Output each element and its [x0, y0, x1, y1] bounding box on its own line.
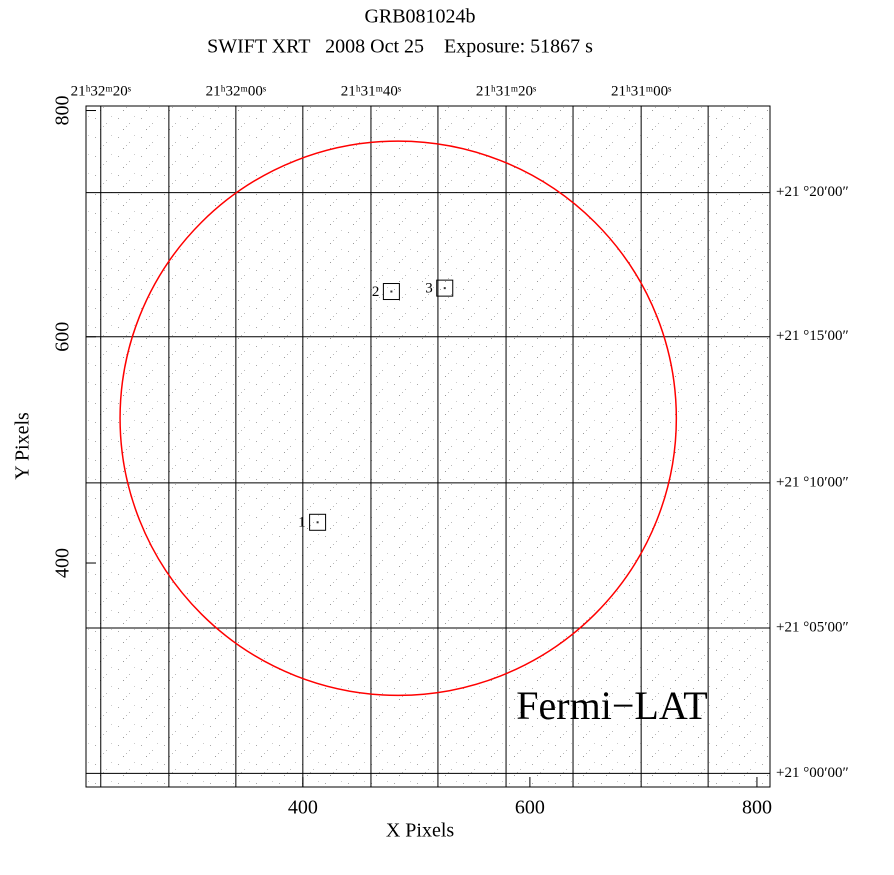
y-tick-label: 800	[52, 96, 74, 126]
ra-label: 21ʰ31ᵐ40ˢ	[341, 83, 401, 99]
dec-label: +21 °20ʹ00ʺ	[776, 184, 848, 200]
region-label: Fermi−LAT	[516, 683, 707, 728]
x-tick-label: 400	[288, 797, 318, 819]
dec-label: +21 °00ʹ00ʺ	[776, 765, 848, 781]
x-axis-label: X Pixels	[386, 820, 455, 842]
ra-label: 21ʰ31ᵐ00ˢ	[611, 83, 671, 99]
chart-title: GRB081024b	[364, 6, 475, 28]
source-label: 2	[372, 284, 380, 300]
source-label: 1	[298, 515, 306, 531]
dec-label: +21 °15ʹ00ʺ	[776, 328, 848, 344]
dec-label: +21 °05ʹ00ʺ	[776, 619, 848, 635]
x-tick-label: 600	[515, 797, 545, 819]
chart: GRB081024b SWIFT XRT 2008 Oct 25 Exposur…	[0, 0, 894, 875]
source-label: 3	[425, 281, 433, 297]
ra-label: 21ʰ32ᵐ00ˢ	[206, 83, 266, 99]
x-tick-label: 800	[742, 797, 772, 819]
y-tick-label: 600	[52, 322, 74, 352]
source-dot	[317, 521, 319, 523]
ra-label: 21ʰ31ᵐ20ˢ	[476, 83, 536, 99]
source-dot	[390, 291, 392, 293]
y-axis-label: Y Pixels	[12, 412, 34, 480]
chart-subtitle: SWIFT XRT 2008 Oct 25 Exposure: 51867 s	[207, 36, 593, 58]
source-dot	[444, 287, 446, 289]
ra-label: 21ʰ32ᵐ20ˢ	[71, 83, 131, 99]
dec-label: +21 °10ʹ00ʺ	[776, 474, 848, 490]
y-tick-label: 400	[52, 548, 74, 578]
